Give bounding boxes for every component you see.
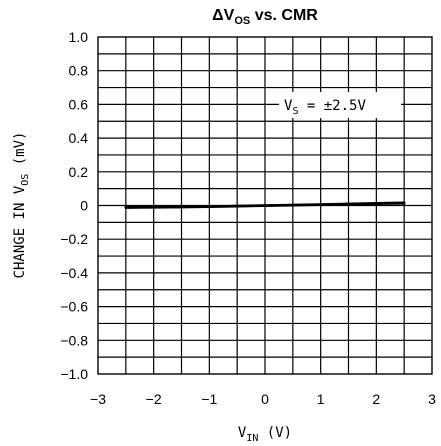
- grid: [98, 37, 432, 374]
- x-tick-label: 2: [372, 391, 380, 407]
- x-axis-label: VIN (V): [238, 425, 292, 444]
- y-tick-label: 0.6: [69, 96, 89, 112]
- y-tick-label: −0.4: [60, 265, 88, 281]
- y-tick-label: −0.8: [60, 332, 88, 348]
- x-tick-label: 0: [261, 391, 269, 407]
- series-lines: [124, 201, 406, 209]
- x-tick-label: 3: [428, 391, 436, 407]
- y-tick-label: 0.8: [69, 63, 89, 79]
- tick-labels: −3 −2 −1 0 1 2 3 −1.0 −0.8 −0.6 −0.4 −0.2 0 0.2 0.4 0.6…: [60, 29, 436, 407]
- x-tick-label: −1: [201, 391, 217, 407]
- x-tick-label: 1: [317, 391, 325, 407]
- y-tick-label: −0.6: [60, 299, 88, 315]
- y-tick-label: 0: [80, 198, 88, 214]
- chart-title: ΔVOS vs. CMR: [212, 7, 318, 27]
- y-axis-label: CHANGE IN VOS (mV): [12, 132, 31, 279]
- annotation-background: [279, 92, 401, 118]
- y-tick-label: 1.0: [69, 29, 89, 45]
- supply-voltage-annotation: VS = ±2.5V: [284, 98, 366, 117]
- y-tick-label: −1.0: [60, 366, 88, 382]
- x-tick-label: −2: [146, 391, 162, 407]
- plot-frame: [97, 36, 433, 375]
- x-tick-label: −3: [90, 391, 106, 407]
- series-line-2: [124, 202, 406, 209]
- y-tick-label: 0.4: [69, 130, 89, 146]
- y-tick-label: −0.2: [60, 231, 88, 247]
- y-tick-label: 0.2: [69, 164, 89, 180]
